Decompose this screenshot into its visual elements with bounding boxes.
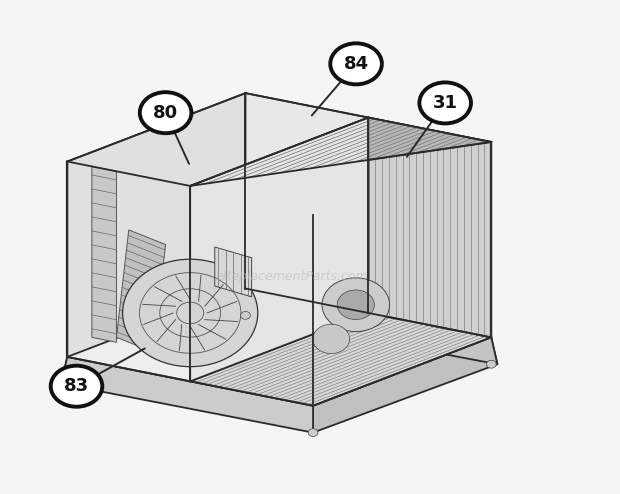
Circle shape — [337, 290, 374, 320]
Text: eReplacementParts.com: eReplacementParts.com — [215, 270, 368, 283]
Circle shape — [308, 429, 318, 437]
Polygon shape — [190, 118, 368, 381]
Circle shape — [140, 92, 192, 133]
Circle shape — [56, 380, 66, 388]
Circle shape — [312, 324, 350, 354]
Polygon shape — [215, 247, 252, 297]
Polygon shape — [368, 118, 491, 337]
Text: 31: 31 — [433, 94, 458, 112]
Polygon shape — [246, 93, 368, 313]
Polygon shape — [190, 118, 491, 186]
Circle shape — [486, 360, 496, 368]
Polygon shape — [68, 288, 491, 406]
Circle shape — [241, 312, 250, 319]
Circle shape — [322, 278, 389, 331]
Polygon shape — [61, 357, 313, 433]
Polygon shape — [61, 288, 246, 384]
Polygon shape — [68, 93, 246, 357]
Circle shape — [123, 259, 258, 367]
Polygon shape — [117, 230, 166, 352]
Circle shape — [51, 366, 102, 407]
Circle shape — [419, 82, 471, 124]
Text: 80: 80 — [153, 104, 178, 122]
Polygon shape — [190, 313, 491, 406]
Polygon shape — [239, 288, 497, 364]
Text: 84: 84 — [343, 55, 369, 73]
Circle shape — [330, 43, 382, 84]
Polygon shape — [313, 337, 497, 433]
Text: 83: 83 — [64, 377, 89, 395]
Polygon shape — [92, 166, 117, 342]
Polygon shape — [68, 162, 190, 381]
